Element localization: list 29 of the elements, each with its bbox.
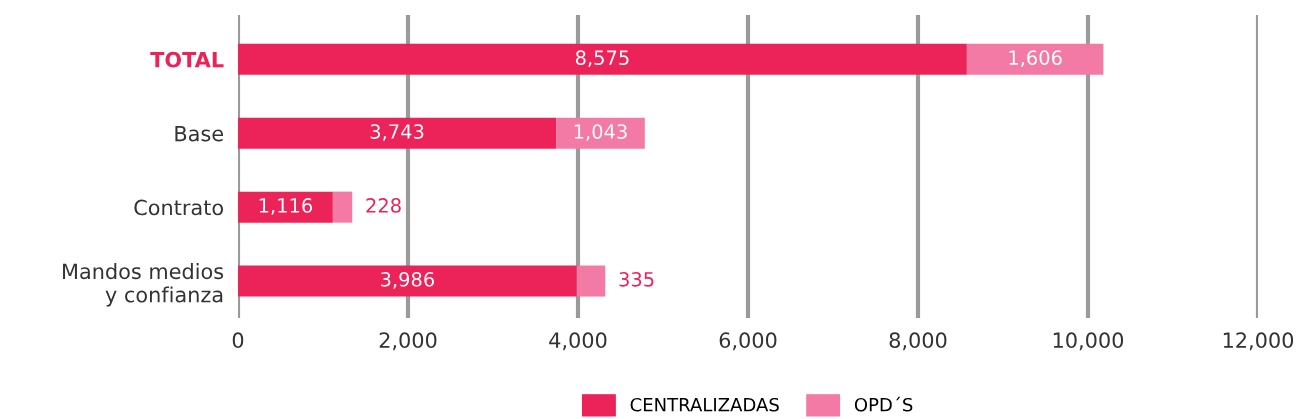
legend-label: OPD´S	[854, 396, 913, 412]
data-label: 228	[366, 198, 401, 213]
x-tick-label: 0	[232, 332, 244, 349]
y-tick-label: TOTAL	[150, 51, 224, 68]
bar	[966, 43, 1104, 75]
bar	[238, 43, 967, 75]
x-tick-label: 8,000	[889, 332, 947, 351]
y-tick-label: Mandos medios y confianza	[63, 263, 224, 307]
data-label: 1,043	[574, 124, 627, 141]
y-tick-label: Base	[175, 125, 223, 142]
x-tick-label: 10,000	[1053, 332, 1124, 351]
x-tick-label: 2,000	[379, 332, 437, 351]
bar	[238, 265, 577, 297]
bar	[332, 191, 353, 223]
x-tick-label: 6,000	[719, 332, 777, 351]
bar	[238, 117, 557, 149]
bar	[556, 117, 645, 149]
bar	[576, 265, 606, 297]
data-label: 1,606	[1009, 50, 1062, 67]
x-tick-label: 4,000	[549, 332, 607, 351]
bar	[238, 191, 333, 223]
x-tick-label: 12,000	[1223, 332, 1294, 351]
data-label: 8,575	[575, 50, 629, 67]
y-tick-label: Contrato	[134, 199, 223, 216]
data-label: 3,986	[381, 271, 435, 289]
data-label: 3,743	[370, 124, 424, 141]
legend-label: CENTRALIZADAS	[630, 397, 779, 412]
data-label: 1,116	[259, 198, 313, 215]
data-label: 335	[619, 271, 654, 287]
